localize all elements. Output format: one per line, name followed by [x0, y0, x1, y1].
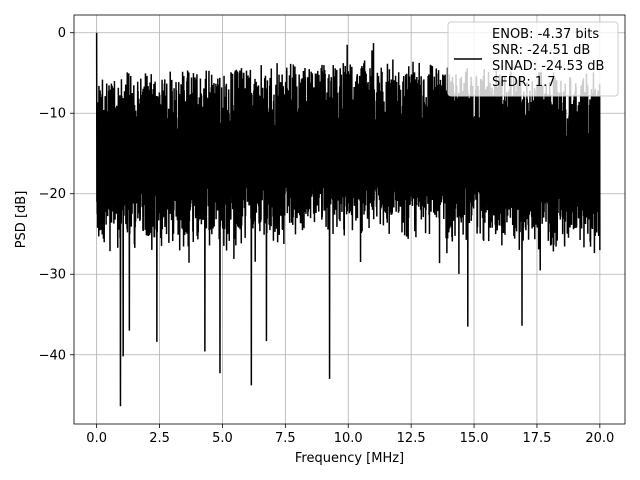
x-tick-label: 20.0 — [585, 431, 614, 446]
x-tick-label: 7.5 — [275, 431, 296, 446]
x-tick-label: 15.0 — [460, 431, 489, 446]
x-axis-label: Frequency [MHz] — [295, 451, 404, 466]
legend-box — [447, 21, 619, 97]
axes-frame — [73, 14, 626, 425]
y-tick-label: −30 — [39, 268, 66, 283]
x-tick-label: 17.5 — [522, 431, 551, 446]
y-tick-label: 0 — [58, 26, 66, 41]
y-tick-label: −40 — [39, 348, 66, 363]
x-tick-label: 0.0 — [86, 431, 107, 446]
x-tick-label: 2.5 — [149, 431, 170, 446]
x-axis-ticks: 0.0 2.5 5.0 7.5 10.0 12.5 15.0 17.5 20.0 — [86, 424, 614, 446]
legend: ENOB: -4.37 bits SNR: -24.51 dB SINAD: -… — [447, 21, 619, 97]
legend-sfdr: SFDR: 1.7 — [492, 75, 556, 90]
x-tick-label: 5.0 — [212, 431, 233, 446]
y-tick-label: −20 — [39, 187, 66, 202]
x-tick-label: 12.5 — [397, 431, 426, 446]
x-tick-label: 10.0 — [334, 431, 363, 446]
y-axis-ticks: 0 −10 −20 −30 −40 — [39, 26, 74, 363]
legend-sinad: SINAD: -24.53 dB — [492, 59, 604, 74]
y-tick-label: −10 — [39, 107, 66, 122]
y-axis-label: PSD [dB] — [14, 191, 29, 249]
legend-snr: SNR: -24.51 dB — [492, 43, 590, 58]
legend-enob: ENOB: -4.37 bits — [492, 27, 599, 42]
psd-series — [95, 32, 601, 407]
psd-line — [95, 32, 601, 407]
